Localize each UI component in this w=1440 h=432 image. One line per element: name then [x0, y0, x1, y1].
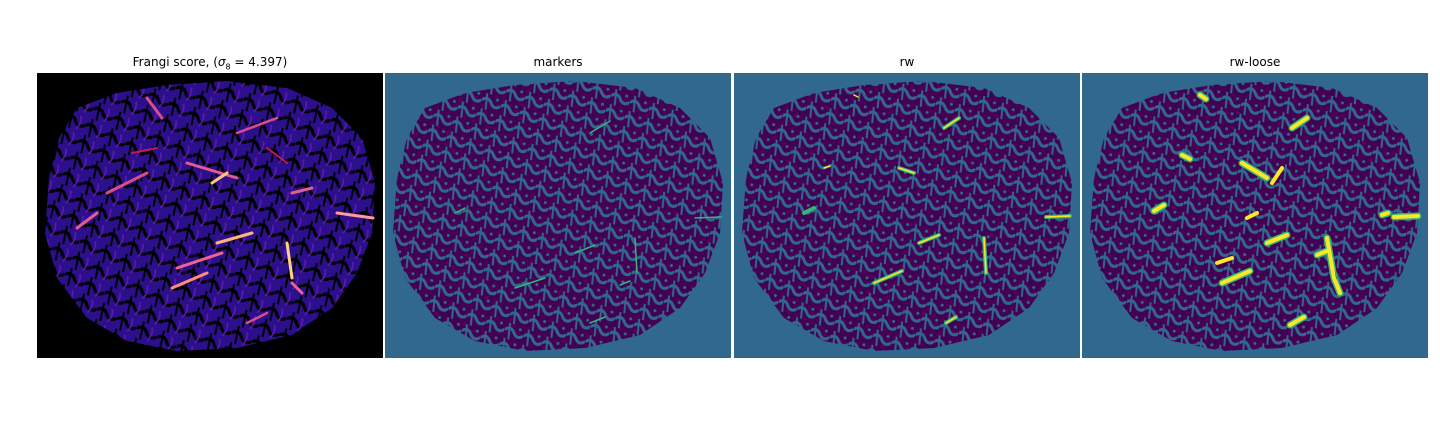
frangi-highlights: [75, 96, 375, 325]
rw-image: [734, 73, 1080, 358]
frangi-score-image: [37, 73, 383, 358]
markers-image: [385, 73, 731, 358]
rw-loose-image: [1082, 73, 1428, 358]
sigma-subscript: 8: [225, 62, 231, 72]
panel-title-rw: rw: [899, 55, 915, 69]
rw-segments: [802, 94, 1072, 325]
rw-svg: [734, 73, 1080, 358]
panel-title-markers: markers: [533, 55, 583, 69]
sigma-symbol: σ: [217, 55, 226, 69]
rw-loose-segments: [1150, 91, 1422, 329]
title-text: Frangi score, (: [132, 55, 218, 69]
panel-title-rw-loose: rw-loose: [1229, 55, 1281, 69]
rw-loose-svg: [1082, 73, 1428, 358]
frangi-svg: [37, 73, 383, 358]
markers-svg: [385, 73, 731, 358]
title-value: = 4.397): [230, 55, 288, 69]
marker-strokes: [454, 120, 722, 324]
panel-title-frangi: Frangi score, (σ8 = 4.397): [37, 55, 383, 71]
